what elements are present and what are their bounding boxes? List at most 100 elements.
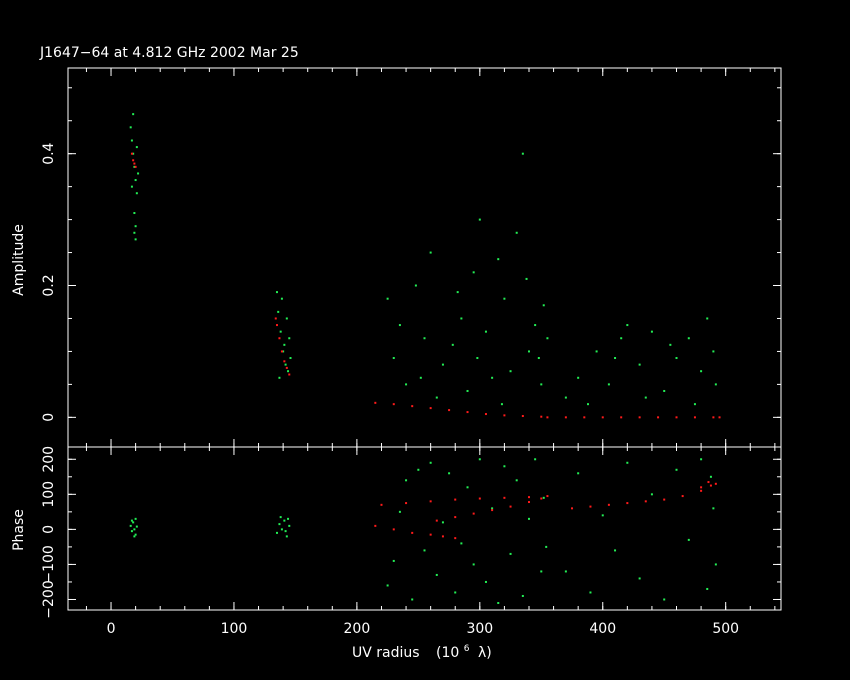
- data-point: [392, 559, 395, 562]
- data-point: [423, 549, 426, 552]
- data-point: [132, 159, 135, 162]
- data-point: [583, 416, 586, 419]
- data-point: [700, 486, 703, 489]
- data-point: [278, 376, 281, 379]
- data-point: [287, 517, 290, 520]
- data-point: [515, 231, 518, 234]
- data-point: [707, 481, 710, 484]
- data-point: [589, 505, 592, 508]
- data-point: [460, 542, 463, 545]
- x-tick-label: 500: [712, 621, 739, 637]
- data-point: [509, 505, 512, 508]
- data-point: [693, 403, 696, 406]
- data-point: [503, 297, 506, 300]
- data-point: [429, 461, 432, 464]
- data-point: [503, 496, 506, 499]
- data-point: [595, 350, 598, 353]
- x-axis-label-unit: (10: [436, 645, 459, 661]
- data-point: [280, 350, 283, 353]
- data-point: [675, 468, 678, 471]
- amplitude-axis-label: Amplitude: [11, 224, 27, 296]
- data-point: [491, 376, 494, 379]
- data-point: [285, 535, 288, 538]
- data-point: [454, 516, 457, 519]
- data-point: [283, 343, 286, 346]
- data-point: [527, 517, 530, 520]
- x-axis-label-main: UV radius: [352, 645, 420, 661]
- data-point: [521, 594, 524, 597]
- data-point: [411, 405, 414, 408]
- data-point: [283, 360, 286, 363]
- data-point: [284, 363, 287, 366]
- data-point: [380, 503, 383, 506]
- data-point: [466, 486, 469, 489]
- data-point: [525, 277, 528, 280]
- data-point: [537, 357, 540, 360]
- data-point: [441, 535, 444, 538]
- data-point: [414, 284, 417, 287]
- data-point: [626, 461, 629, 464]
- amplitude-axis: 0 0.2 0.4: [41, 68, 781, 447]
- data-point: [700, 458, 703, 461]
- data-point: [534, 324, 537, 327]
- data-point: [132, 113, 135, 116]
- data-point: [448, 409, 451, 412]
- amplitude-points: [129, 113, 721, 419]
- data-point: [392, 357, 395, 360]
- data-point: [484, 580, 487, 583]
- data-point: [460, 317, 463, 320]
- amplitude-tick-label: 0.2: [41, 274, 57, 296]
- data-point: [540, 570, 543, 573]
- data-point: [289, 357, 292, 360]
- data-point: [700, 370, 703, 373]
- data-point: [712, 350, 715, 353]
- data-point: [687, 538, 690, 541]
- data-point: [509, 370, 512, 373]
- data-point: [278, 337, 281, 340]
- phase-axis: −200−100 0 100 200 0 100 200 300 400 500: [41, 446, 781, 637]
- phase-tick-label: 100: [41, 481, 57, 508]
- phase-tick-label: −100: [41, 545, 57, 583]
- data-point: [607, 383, 610, 386]
- data-point: [478, 218, 481, 221]
- data-point: [419, 376, 422, 379]
- data-point: [130, 185, 133, 188]
- data-point: [429, 407, 432, 410]
- data-point: [275, 324, 278, 327]
- data-point: [279, 516, 282, 519]
- data-point: [500, 403, 503, 406]
- data-point: [133, 528, 136, 531]
- data-point: [466, 411, 469, 414]
- data-point: [503, 465, 506, 468]
- data-point: [712, 507, 715, 510]
- data-point: [134, 179, 137, 182]
- data-point: [135, 525, 138, 528]
- data-point: [534, 458, 537, 461]
- data-point: [546, 495, 549, 498]
- data-point: [709, 484, 712, 487]
- data-point: [638, 363, 641, 366]
- data-point: [521, 152, 524, 155]
- data-point: [429, 500, 432, 503]
- data-point: [132, 521, 135, 524]
- data-point: [282, 350, 285, 353]
- data-point: [527, 350, 530, 353]
- data-point: [644, 396, 647, 399]
- data-point: [542, 496, 545, 499]
- data-point: [478, 497, 481, 500]
- data-point: [133, 165, 136, 168]
- data-point: [405, 502, 408, 505]
- data-point: [280, 297, 283, 300]
- data-point: [398, 324, 401, 327]
- data-point: [392, 403, 395, 406]
- data-point: [423, 337, 426, 340]
- data-point: [285, 366, 288, 369]
- data-point: [288, 337, 291, 340]
- data-point: [435, 573, 438, 576]
- data-point: [706, 587, 709, 590]
- data-point: [663, 389, 666, 392]
- data-point: [287, 370, 290, 373]
- data-point: [435, 519, 438, 522]
- data-point: [577, 376, 580, 379]
- data-point: [456, 291, 459, 294]
